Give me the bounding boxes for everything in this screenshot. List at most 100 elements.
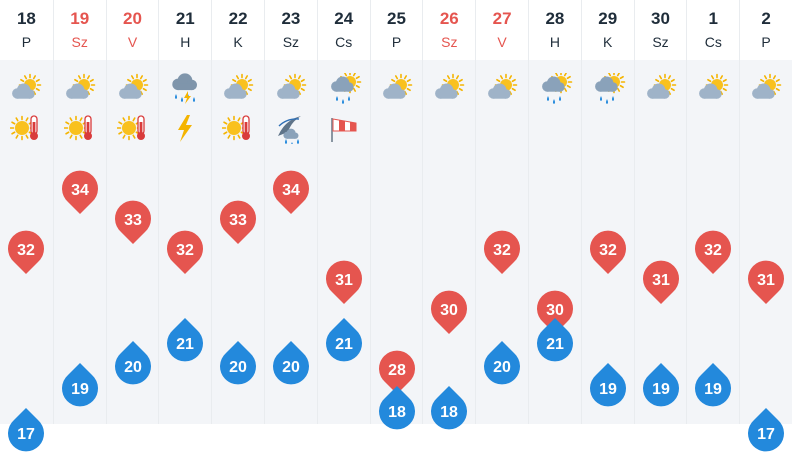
- day-name: K: [603, 34, 613, 50]
- day-date: 26: [439, 9, 459, 28]
- max-temp-marker: 32: [484, 230, 521, 274]
- day-date: 20: [123, 9, 142, 28]
- day-column[interactable]: 25 P 28 18: [369, 0, 423, 429]
- day-column[interactable]: 21 H 32 21: [158, 0, 212, 424]
- min-temp-value: 19: [704, 381, 722, 398]
- day-name: P: [391, 34, 402, 50]
- day-column[interactable]: 28 H 30 21: [528, 0, 581, 424]
- day-header: 22 K: [212, 0, 264, 60]
- sun-cloud-icon: [695, 73, 733, 107]
- min-temp-value: 20: [282, 359, 300, 376]
- max-temp-value: 30: [440, 302, 458, 319]
- day-date: 28: [545, 9, 565, 28]
- max-temp-marker: 32: [695, 230, 732, 274]
- max-temp-marker: 31: [642, 260, 679, 304]
- day-column[interactable]: 24 Cs 31 21: [316, 0, 370, 424]
- day-header: 25 P: [370, 0, 423, 60]
- min-temp-marker: 17: [7, 408, 44, 452]
- min-temp-value: 17: [17, 426, 35, 443]
- day-date: 18: [16, 9, 36, 28]
- sun-cloud-icon: [643, 73, 681, 107]
- day-header: 27 V: [476, 0, 528, 60]
- max-temp-marker: 33: [220, 200, 257, 244]
- day-date: 27: [492, 9, 512, 28]
- day-name: Cs: [704, 34, 722, 50]
- sun-cloud-icon: [220, 73, 258, 107]
- day-body: [0, 60, 53, 424]
- min-temp-value: 17: [757, 426, 775, 443]
- max-temp-value: 32: [17, 242, 35, 259]
- day-name: V: [127, 34, 138, 50]
- day-date: 19: [70, 9, 90, 28]
- min-temp-value: 19: [71, 381, 89, 398]
- min-temp-marker: 19: [61, 363, 98, 407]
- day-column[interactable]: 1 Cs 32 19: [686, 0, 740, 424]
- day-header: 29 K: [581, 0, 634, 60]
- sun-cloud-icon: [379, 73, 417, 107]
- day-header: 24 Cs: [317, 0, 370, 60]
- min-temp-value: 19: [599, 381, 617, 398]
- day-body: [529, 60, 581, 424]
- day-column[interactable]: 22 K 33 20: [211, 0, 264, 424]
- max-temp-value: 33: [229, 212, 247, 229]
- min-temp-marker: 18: [378, 385, 415, 429]
- max-temp-marker: 34: [61, 170, 98, 214]
- day-date: 30: [651, 9, 670, 28]
- min-temp-marker: 21: [167, 318, 204, 362]
- day-column[interactable]: 2 P 31 17: [739, 0, 792, 452]
- max-temp-value: 32: [176, 242, 194, 259]
- day-column[interactable]: 27 V 32 20: [475, 0, 528, 424]
- lightning-warning-icon: [169, 112, 201, 144]
- day-column[interactable]: 20 V 33 20: [105, 0, 159, 424]
- day-header: 23 Sz: [265, 0, 317, 60]
- max-temp-marker: 32: [167, 230, 204, 274]
- min-temp-marker: 21: [325, 318, 362, 362]
- max-temp-value: 28: [388, 362, 406, 379]
- min-temp-marker: 19: [589, 363, 626, 407]
- day-column[interactable]: 18 P 32 17: [0, 0, 53, 452]
- max-temp-value: 34: [71, 182, 89, 199]
- max-temp-value: 30: [546, 302, 564, 319]
- min-temp-value: 20: [229, 359, 247, 376]
- min-temp-marker: 17: [748, 408, 785, 452]
- max-temp-marker: 32: [8, 230, 44, 274]
- day-column[interactable]: 23 Sz 34 20: [264, 0, 317, 424]
- heat-warning-icon: [63, 112, 96, 144]
- min-temp-value: 21: [335, 336, 353, 353]
- day-date: 21: [175, 9, 195, 28]
- min-temp-value: 20: [124, 359, 142, 376]
- min-temp-value: 21: [546, 336, 564, 353]
- day-header: 20 V: [106, 0, 159, 60]
- min-temp-marker: 18: [431, 385, 468, 429]
- day-name: V: [497, 34, 507, 50]
- day-date: 29: [598, 9, 618, 28]
- max-temp-value: 34: [282, 182, 300, 199]
- day-column[interactable]: 30 Sz 31 19: [633, 0, 687, 424]
- day-name: Cs: [335, 34, 353, 50]
- sun-cloud-icon: [115, 73, 153, 107]
- min-temp-marker: 20: [220, 340, 257, 384]
- min-temp-value: 21: [176, 336, 194, 353]
- max-temp-value: 31: [335, 272, 353, 289]
- day-date: 25: [387, 9, 406, 28]
- day-date: 1: [708, 9, 719, 28]
- day-body: [423, 60, 476, 424]
- day-name: P: [761, 34, 771, 50]
- min-temp-marker: 20: [114, 340, 151, 384]
- day-column[interactable]: 29 K 32 19: [580, 0, 634, 424]
- day-date: 24: [334, 9, 354, 28]
- storm-warning-icon: [275, 112, 307, 147]
- wind-warning-icon: [328, 112, 360, 144]
- day-column[interactable]: 19 Sz 34 19: [52, 0, 106, 424]
- day-header: 19 Sz: [53, 0, 106, 60]
- min-temp-value: 18: [440, 404, 458, 421]
- sun-rain-icon: [537, 70, 575, 107]
- thunder-rain-icon: [167, 73, 205, 107]
- day-column[interactable]: 26 Sz 30 18: [422, 0, 476, 429]
- max-temp-value: 31: [652, 272, 670, 289]
- min-temp-value: 20: [493, 359, 511, 376]
- max-temp-value: 32: [599, 242, 617, 259]
- min-temp-marker: 19: [695, 363, 732, 407]
- day-body: [317, 60, 370, 424]
